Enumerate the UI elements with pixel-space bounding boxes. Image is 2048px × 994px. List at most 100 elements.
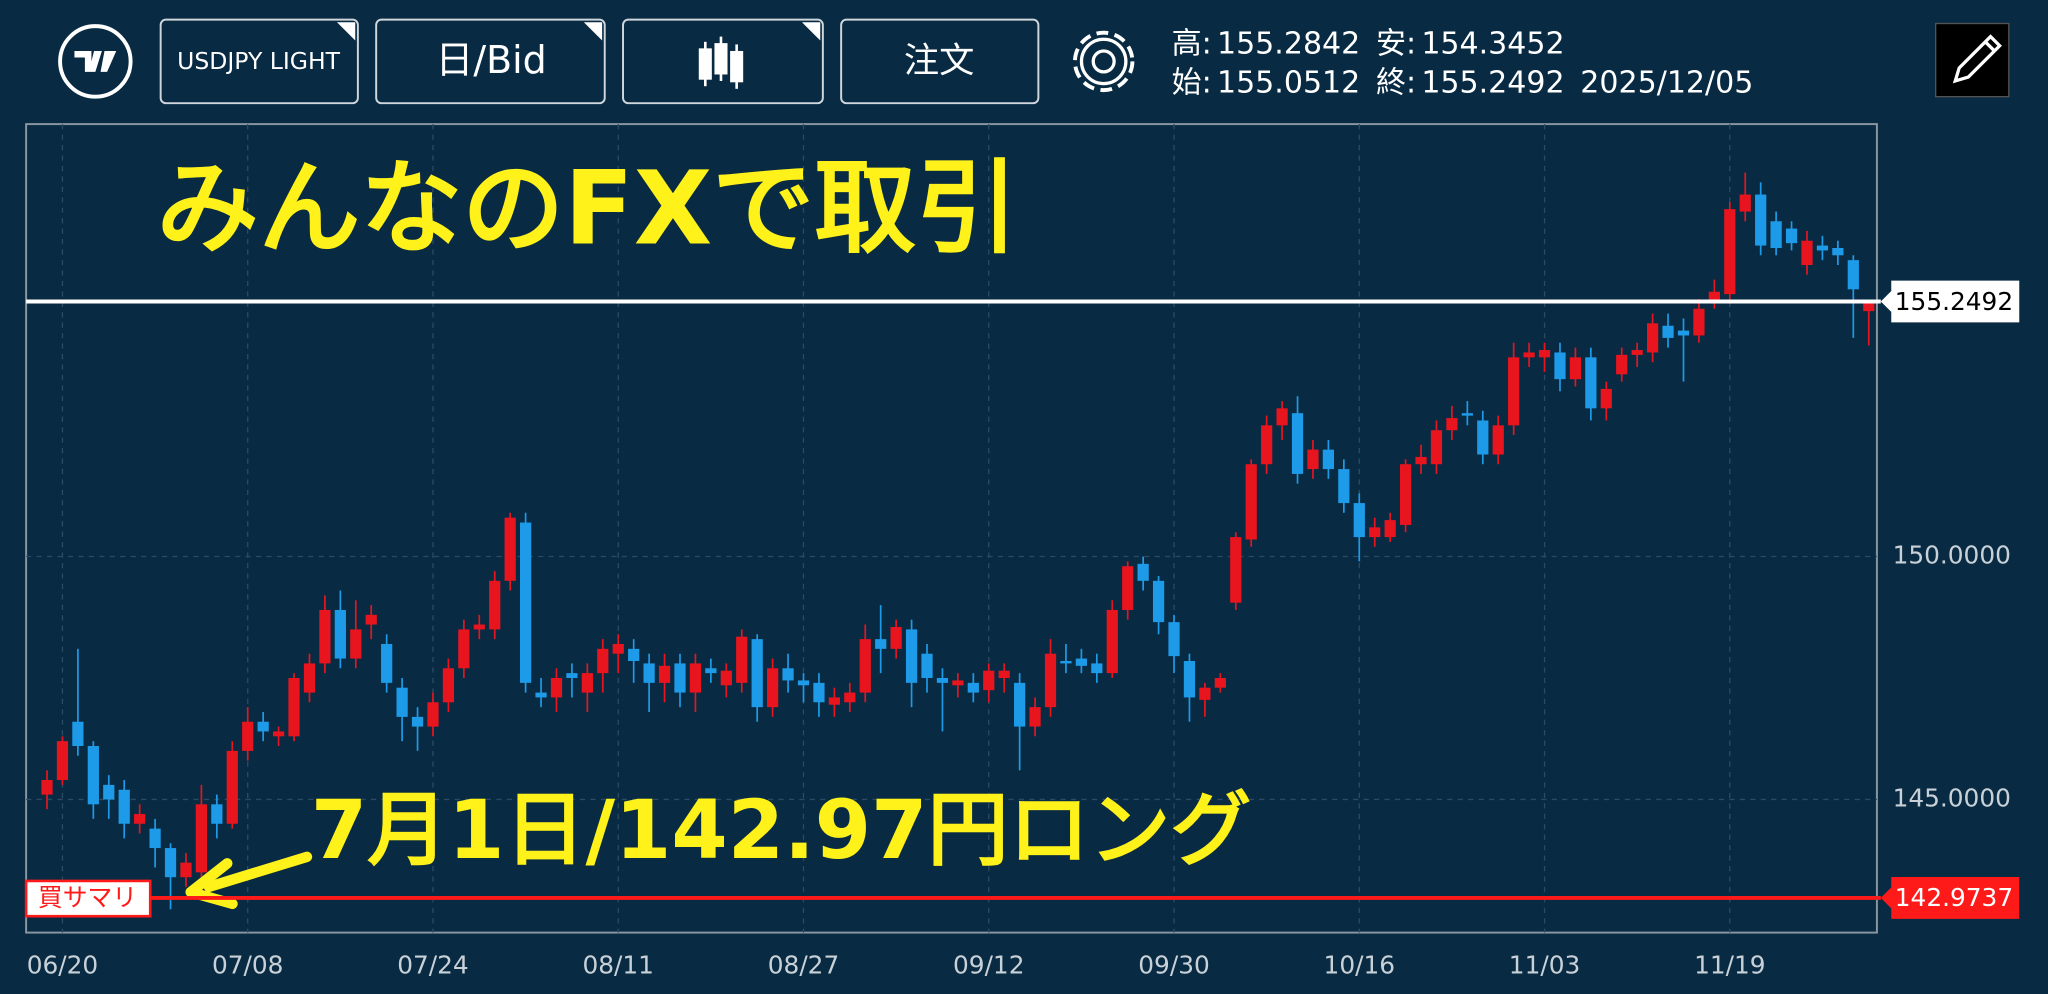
candle-body bbox=[1245, 464, 1257, 540]
candle-body bbox=[41, 780, 53, 795]
stat-value: 155.2492 bbox=[1421, 65, 1564, 100]
stat-value: 155.0512 bbox=[1217, 65, 1360, 100]
candle-body bbox=[1523, 352, 1535, 358]
draw-button[interactable] bbox=[1935, 22, 2010, 98]
stat-label: 2025/12/05 bbox=[1580, 65, 1753, 100]
candle-body bbox=[1353, 503, 1365, 538]
candle-body bbox=[1044, 653, 1057, 708]
order-button[interactable]: 注文 bbox=[840, 18, 1040, 105]
candle-body bbox=[720, 670, 732, 686]
order: 注文 bbox=[904, 41, 975, 82]
button-frame bbox=[840, 18, 1040, 105]
arrow-shaft bbox=[203, 851, 313, 893]
candle-body bbox=[1369, 527, 1381, 538]
candle-body bbox=[242, 721, 254, 751]
stat-value: 155.2842 bbox=[1217, 26, 1360, 61]
candle-body bbox=[1693, 308, 1705, 336]
candle-body bbox=[1631, 350, 1643, 355]
candle-body bbox=[195, 804, 208, 873]
candle-body bbox=[334, 609, 346, 659]
candle-body bbox=[689, 663, 702, 693]
candle-body bbox=[1832, 247, 1844, 256]
chart-type-button[interactable] bbox=[622, 18, 824, 105]
candle-body bbox=[1307, 449, 1319, 470]
candle-body bbox=[427, 702, 439, 727]
candle-body bbox=[1801, 240, 1813, 266]
candle-body bbox=[226, 750, 238, 824]
symbol-button[interactable]: USDJPY LIGHT bbox=[159, 18, 359, 105]
candle-body bbox=[797, 680, 810, 686]
logo[interactable] bbox=[58, 24, 133, 99]
candle-body bbox=[921, 653, 933, 678]
candle-body bbox=[411, 716, 424, 727]
candle-body bbox=[1755, 194, 1767, 246]
candle-body bbox=[535, 692, 547, 698]
candle-body bbox=[1122, 566, 1134, 610]
candle-body bbox=[581, 673, 593, 693]
button-frame bbox=[1935, 22, 2010, 98]
candle-body bbox=[628, 648, 640, 661]
plot-frame bbox=[25, 123, 1878, 934]
candle-body bbox=[56, 741, 69, 781]
candle-body bbox=[967, 682, 979, 693]
candle-body bbox=[658, 665, 671, 683]
candle-body bbox=[875, 639, 887, 649]
candle-icon bbox=[698, 36, 744, 89]
logo-mark bbox=[74, 50, 117, 72]
candle-body bbox=[288, 677, 300, 737]
stat-value: 154.3452 bbox=[1421, 26, 1564, 61]
stat-label: 安: bbox=[1376, 26, 1416, 61]
candle-body bbox=[1816, 245, 1829, 251]
candle-body bbox=[767, 668, 779, 708]
candle-body bbox=[905, 629, 918, 683]
corner bbox=[801, 22, 821, 41]
candle-body bbox=[1739, 194, 1751, 212]
candle-body bbox=[1415, 456, 1427, 465]
candle-body bbox=[1662, 325, 1674, 338]
corner bbox=[336, 22, 356, 41]
candle-body bbox=[1137, 563, 1149, 581]
tag-box bbox=[24, 879, 152, 918]
candle-body bbox=[134, 814, 146, 824]
candle-body bbox=[1646, 323, 1659, 353]
gear-hole bbox=[1091, 49, 1116, 74]
candle-body bbox=[1770, 221, 1782, 248]
x-tick-label: 09/30 bbox=[1138, 951, 1209, 980]
candle-body bbox=[272, 731, 285, 737]
candle-body bbox=[705, 668, 717, 674]
tag: 買サマリ bbox=[38, 883, 137, 912]
candle-body bbox=[566, 673, 578, 678]
annotation-entry: 7月1日/142.97円ロング bbox=[311, 784, 1252, 878]
candle-body bbox=[211, 804, 223, 824]
x-tick-label: 08/11 bbox=[583, 951, 654, 980]
candle-body bbox=[1461, 413, 1473, 416]
candle-body bbox=[1569, 357, 1582, 380]
candle-body bbox=[751, 639, 763, 708]
x-tick-label: 10/16 bbox=[1324, 951, 1395, 980]
gear bbox=[1079, 37, 1128, 86]
candle-body bbox=[118, 789, 130, 824]
price-label: 155.2492 bbox=[1895, 287, 2013, 316]
candle-body bbox=[1168, 622, 1180, 657]
candle-body bbox=[1863, 301, 1875, 312]
candle-body bbox=[519, 522, 532, 683]
x-tick-label: 09/12 bbox=[953, 951, 1024, 980]
candle-body bbox=[1724, 209, 1736, 295]
stats: 高: 155.2842 安: 154.3452 始: 155.0512 終: 155.2492… bbox=[1172, 26, 1754, 100]
settings-button[interactable] bbox=[1072, 30, 1135, 93]
gear-teeth bbox=[1072, 30, 1135, 93]
candle-body bbox=[1430, 430, 1443, 465]
x-tick-label: 11/19 bbox=[1694, 951, 1765, 980]
candle-body bbox=[1585, 357, 1597, 409]
candle-body bbox=[1446, 418, 1458, 431]
candle-body bbox=[998, 670, 1010, 678]
candle-body bbox=[1399, 464, 1412, 525]
candle-body bbox=[1199, 687, 1211, 700]
candle-body bbox=[72, 721, 84, 747]
candle-body bbox=[1322, 449, 1335, 470]
candle-body bbox=[674, 663, 686, 693]
candle-body bbox=[782, 668, 794, 681]
candle-body bbox=[1508, 357, 1520, 426]
candle-body bbox=[87, 746, 99, 805]
